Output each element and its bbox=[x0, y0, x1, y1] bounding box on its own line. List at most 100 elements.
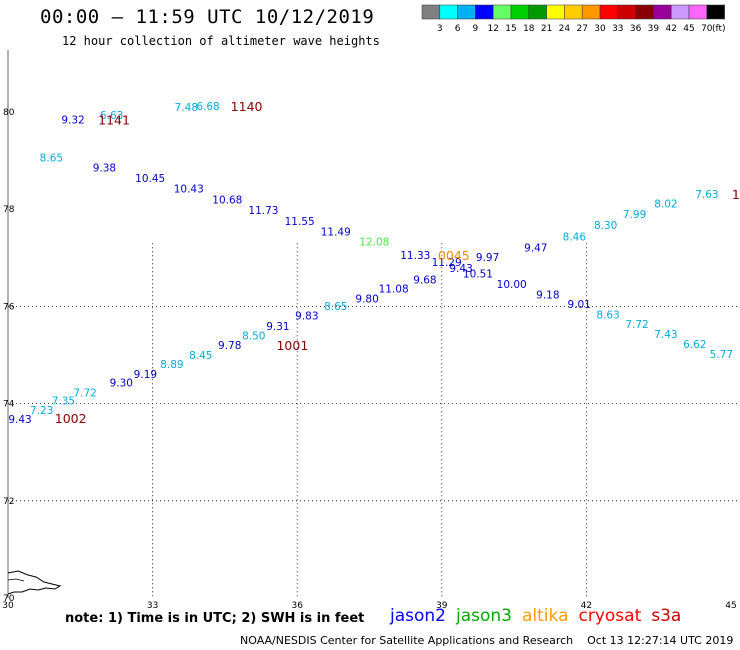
wave-height-value: 9.68 bbox=[413, 275, 436, 287]
wave-height-value: 11.55 bbox=[285, 216, 315, 228]
satellite-legend: jason2 jason3 altika cryosat s3a bbox=[390, 606, 691, 626]
pass-time-label: 1001 bbox=[276, 338, 308, 353]
wave-height-value: 9.78 bbox=[218, 340, 241, 352]
longitude-label: 30 bbox=[2, 601, 14, 610]
wave-height-value: 8.30 bbox=[594, 220, 617, 232]
color-scale-label: 18 bbox=[523, 24, 535, 34]
color-scale-label: 42 bbox=[665, 24, 676, 34]
pass-time-label: 1141 bbox=[98, 113, 130, 128]
color-scale-label: 70 bbox=[701, 24, 713, 34]
color-scale-label: 3 bbox=[437, 24, 443, 34]
wave-height-value: 6.62 bbox=[683, 339, 706, 351]
wave-height-value: 9.97 bbox=[476, 252, 499, 264]
wave-height-value: 6.68 bbox=[196, 101, 219, 113]
pass-time-label: 1002 bbox=[55, 411, 87, 426]
latitude-label: 76 bbox=[3, 302, 15, 312]
longitude-label: 39 bbox=[436, 601, 448, 610]
wave-height-value: 8.65 bbox=[324, 301, 347, 313]
wave-height-value: 8.45 bbox=[189, 350, 212, 362]
color-scale-label: 12 bbox=[487, 24, 498, 34]
legend-s3a: s3a bbox=[651, 606, 682, 626]
legend-altika: altika bbox=[522, 606, 569, 626]
map-title: 00:00 – 11:59 UTC 10/12/2019 bbox=[40, 6, 375, 28]
color-scale-label: 45 bbox=[683, 24, 694, 34]
wave-height-value: 7.43 bbox=[654, 329, 677, 341]
wave-height-value: 8.65 bbox=[40, 153, 63, 165]
wave-height-value: 9.01 bbox=[567, 299, 590, 311]
color-scale-label: 9 bbox=[473, 24, 479, 34]
color-scale-label: 24 bbox=[559, 24, 571, 34]
wave-height-value: 10.68 bbox=[212, 194, 242, 206]
wave-height-value: 8.63 bbox=[596, 310, 619, 322]
pass-time-label: 1 bbox=[732, 187, 740, 202]
wave-height-value: 9.19 bbox=[134, 369, 157, 381]
wave-height-value: 8.89 bbox=[160, 359, 183, 371]
wave-height-value: 8.46 bbox=[563, 231, 587, 243]
legend-cryosat: cryosat bbox=[578, 606, 642, 626]
wave-height-value: 10.00 bbox=[497, 279, 527, 291]
wave-height-value: 9.30 bbox=[110, 378, 133, 390]
coastline bbox=[7, 578, 25, 582]
coastline bbox=[7, 570, 62, 595]
latitude-label: 70 bbox=[3, 594, 15, 604]
wave-height-value: 11.29 bbox=[432, 257, 462, 269]
wave-height-value: 7.48 bbox=[175, 102, 198, 114]
wave-height-value: 7.72 bbox=[625, 319, 648, 331]
legend-jason3: jason3 bbox=[456, 606, 512, 626]
color-scale-label: 39 bbox=[648, 24, 660, 34]
color-scale-unit: (ft) bbox=[712, 24, 726, 34]
wave-height-value: 9.43 bbox=[8, 414, 31, 426]
credit-line: NOAA/NESDIS Center for Satellite Applica… bbox=[240, 634, 733, 647]
wave-height-value: 7.99 bbox=[623, 209, 646, 221]
wave-height-value: 11.49 bbox=[321, 226, 351, 238]
color-scale-label: 27 bbox=[576, 24, 587, 34]
generated-timestamp: Oct 13 12:27:14 UTC 2019 bbox=[587, 634, 734, 647]
longitude-label: 36 bbox=[291, 601, 303, 610]
color-swatch bbox=[706, 4, 725, 20]
wave-height-value: 6.63 bbox=[100, 110, 123, 122]
wave-height-value: 9.31 bbox=[266, 321, 289, 333]
color-scale-label: 6 bbox=[455, 24, 461, 34]
wave-height-value: 9.18 bbox=[536, 290, 559, 302]
wave-height-value: 9.43 bbox=[449, 263, 472, 275]
credit-text: NOAA/NESDIS Center for Satellite Applica… bbox=[240, 634, 574, 647]
wave-height-value: 10.43 bbox=[174, 184, 204, 196]
color-scale-label: 33 bbox=[612, 24, 623, 34]
legend-jason2: jason2 bbox=[390, 606, 446, 626]
longitude-label: 42 bbox=[581, 601, 592, 610]
wave-height-value: 11.33 bbox=[400, 250, 430, 262]
latitude-label: 72 bbox=[3, 497, 14, 507]
color-scale-label: 36 bbox=[630, 24, 642, 34]
wave-height-value: 9.32 bbox=[61, 115, 84, 127]
wave-height-value: 12.08 bbox=[359, 237, 389, 249]
wave-height-value: 5.77 bbox=[710, 349, 733, 361]
wave-height-value: 7.35 bbox=[52, 396, 75, 408]
wave-height-value: 9.38 bbox=[93, 162, 116, 174]
wave-height-value: 7.72 bbox=[73, 387, 96, 399]
latitude-label: 80 bbox=[3, 108, 15, 118]
color-scale-label: 21 bbox=[541, 24, 552, 34]
wave-height-value: 11.73 bbox=[248, 205, 278, 217]
units-note: note: 1) Time is in UTC; 2) SWH is in fe… bbox=[65, 611, 365, 626]
pass-time-label: 0045 bbox=[438, 248, 470, 263]
wave-height-value: 9.80 bbox=[355, 294, 378, 306]
wave-height-value: 8.50 bbox=[242, 330, 265, 342]
pass-time-label: 1140 bbox=[231, 99, 263, 114]
wave-height-value: 9.83 bbox=[295, 311, 318, 323]
latitude-label: 74 bbox=[3, 400, 15, 410]
wave-height-value: 9.47 bbox=[524, 242, 547, 254]
wave-height-value: 7.23 bbox=[30, 405, 53, 417]
wave-height-value: 11.08 bbox=[379, 283, 409, 295]
wave-height-value: 10.45 bbox=[135, 173, 165, 185]
longitude-label: 33 bbox=[147, 601, 158, 610]
longitude-label: 45 bbox=[725, 601, 736, 610]
color-scale-label: 30 bbox=[594, 24, 606, 34]
latitude-label: 78 bbox=[3, 205, 15, 215]
wave-height-value: 10.51 bbox=[463, 269, 493, 281]
wave-height-value: 7.63 bbox=[695, 189, 718, 201]
color-scale-bar: 3 6 9 12 15 18 21 24 27 30 33 36 39 42 45 70 (ft) bbox=[421, 4, 726, 34]
color-scale-label: 15 bbox=[505, 24, 516, 34]
map-subtitle: 12 hour collection of altimeter wave hei… bbox=[62, 34, 380, 48]
wave-height-value: 8.02 bbox=[654, 199, 677, 211]
